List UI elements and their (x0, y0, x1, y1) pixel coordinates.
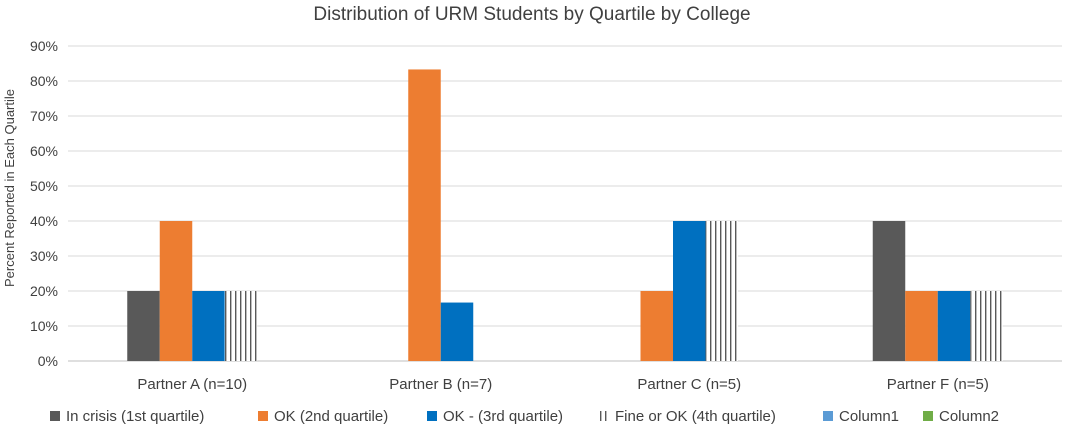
legend-item-column1: Column1 (823, 408, 899, 425)
legend-item-column2: Column2 (923, 408, 999, 425)
bar-partner-b-n-7-ok-2nd-quartile (408, 69, 441, 361)
y-tick-label: 60% (30, 143, 58, 159)
bar-partner-a-n-10-fine-or-ok-4th-quartile (224, 291, 258, 361)
y-tick-label: 40% (30, 213, 58, 229)
legend-item-in-crisis-1st-quartile: In crisis (1st quartile) (50, 408, 204, 425)
bar-partner-c-n-5-ok-3rd-quartile (673, 221, 706, 361)
legend-item-fine-or-ok-4th-quartile: Fine or OK (4th quartile) (599, 408, 776, 425)
legend-swatch (599, 411, 609, 421)
y-tick-label: 80% (30, 73, 58, 89)
legend-swatch (50, 411, 60, 421)
bar-partner-f-n-5-ok-2nd-quartile (905, 291, 938, 361)
y-tick-label: 10% (30, 318, 58, 334)
legend-item-ok-3rd-quartile: OK - (3rd quartile) (427, 408, 563, 425)
legend-label: OK - (3rd quartile) (443, 408, 563, 425)
bars (127, 69, 1003, 361)
legend-swatch (923, 411, 933, 421)
legend-label: OK (2nd quartile) (274, 408, 388, 425)
bar-partner-f-n-5-in-crisis-1st-quartile (872, 221, 906, 361)
y-tick-label: 20% (30, 283, 58, 299)
legend-label: Column2 (939, 408, 999, 425)
bar-partner-a-n-10-ok-3rd-quartile (192, 291, 225, 361)
legend-label: Fine or OK (4th quartile) (615, 408, 776, 425)
x-tick-label: Partner F (n=5) (887, 376, 989, 393)
x-tick-label: Partner B (n=7) (389, 376, 492, 393)
x-tick-label: Partner C (n=5) (637, 376, 741, 393)
y-tick-label: 30% (30, 248, 58, 264)
bar-partner-c-n-5-fine-or-ok-4th-quartile (705, 221, 738, 361)
x-axis-ticks: Partner A (n=10) Partner B (n=7) Partner C… (137, 376, 988, 393)
bar-partner-c-n-5-ok-2nd-quartile (640, 291, 673, 361)
legend-swatch (427, 411, 437, 421)
bar-partner-b-n-7-ok-3rd-quartile (440, 302, 474, 361)
bar-partner-a-n-10-in-crisis-1st-quartile (127, 291, 160, 361)
chart-title: Distribution of URM Students by Quartile… (313, 4, 750, 25)
legend-label: In crisis (1st quartile) (66, 408, 204, 425)
y-axis-label: Percent Reported in Each Quartile (2, 89, 17, 287)
legend-item-ok-2nd-quartile: OK (2nd quartile) (258, 408, 388, 425)
bar-partner-f-n-5-ok-3rd-quartile (937, 291, 971, 361)
bar-partner-f-n-5-fine-or-ok-4th-quartile (970, 291, 1003, 361)
legend-label: Column1 (839, 408, 899, 425)
legend-swatch (258, 411, 268, 421)
y-tick-label: 50% (30, 178, 58, 194)
y-axis-ticks: 0% 10% 20% 30% 40% 50% 60% 70% 80% 90% (30, 38, 58, 369)
legend-swatch (823, 411, 833, 421)
x-tick-label: Partner A (n=10) (137, 376, 247, 393)
bar-partner-a-n-10-ok-2nd-quartile (159, 221, 193, 361)
y-tick-label: 90% (30, 38, 58, 54)
y-tick-label: 0% (38, 353, 58, 369)
y-tick-label: 70% (30, 108, 58, 124)
legend: In crisis (1st quartile) OK (2nd quartile… (50, 408, 999, 425)
